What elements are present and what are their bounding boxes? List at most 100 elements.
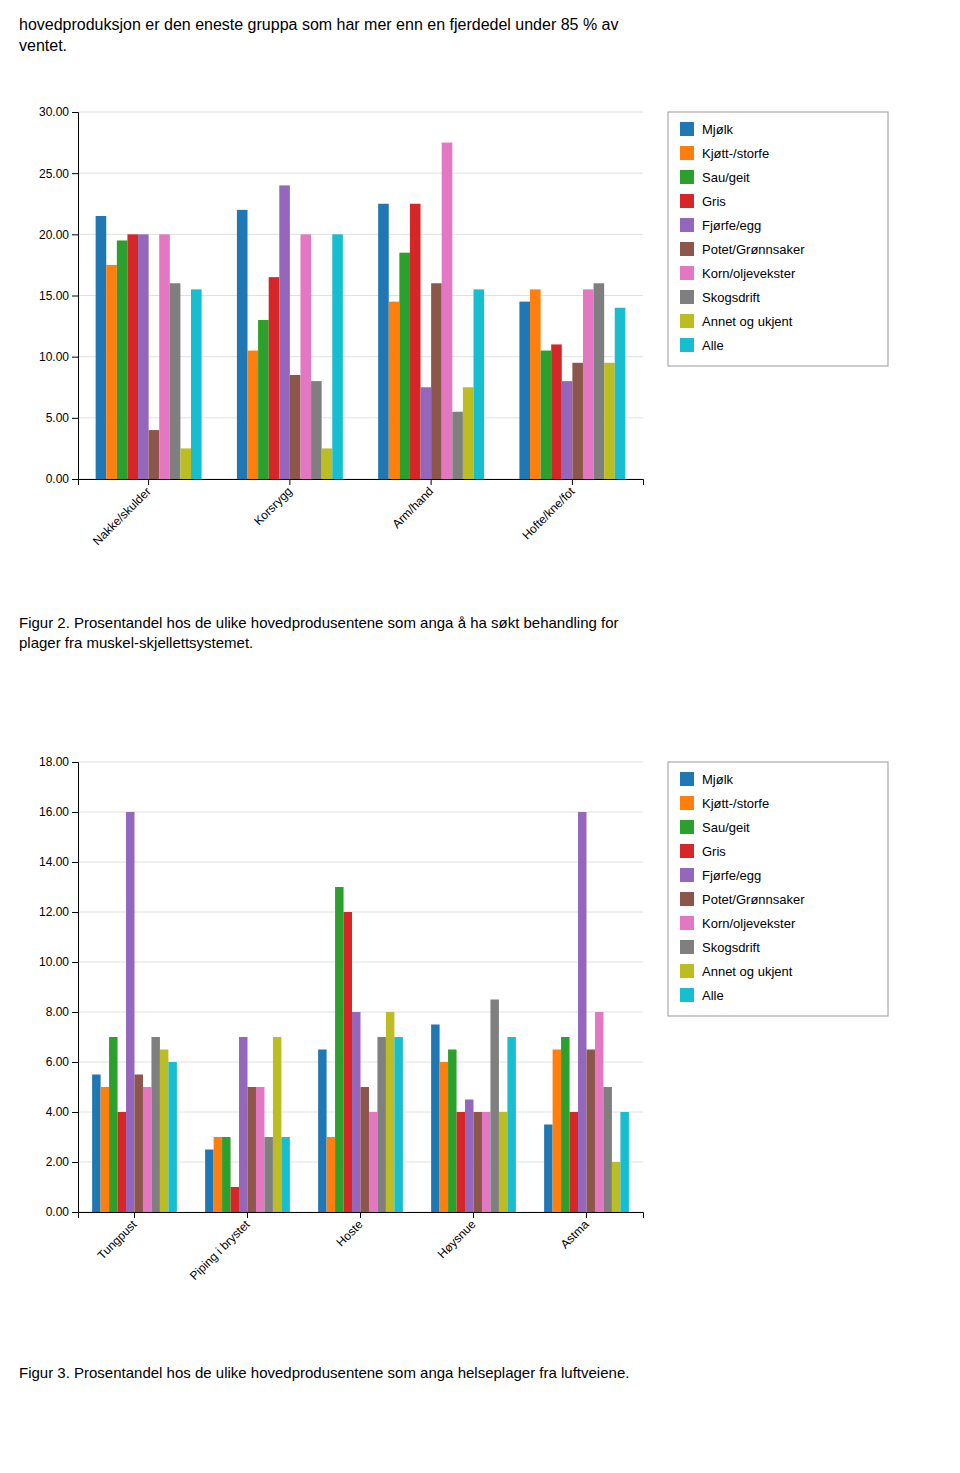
bar xyxy=(149,430,160,479)
tick: 25.00 xyxy=(39,167,78,181)
tick-mark xyxy=(72,479,78,480)
legend-label: Alle xyxy=(702,338,724,353)
bar xyxy=(583,289,594,479)
tick-mark xyxy=(72,1112,78,1113)
legend-swatch xyxy=(680,964,694,978)
legend-label: Korn/oljevekster xyxy=(702,266,796,281)
bar xyxy=(335,887,343,1212)
legend-item: Korn/oljevekster xyxy=(680,916,796,931)
legend-swatch xyxy=(680,122,694,136)
tick-label: 15.00 xyxy=(39,289,69,303)
bar xyxy=(117,240,128,479)
legend-label: Mjølk xyxy=(702,122,734,137)
legend-label: Kjøtt-/storfe xyxy=(702,796,769,811)
bar xyxy=(482,1112,490,1212)
legend-label: Potet/Grønnsaker xyxy=(702,242,805,257)
grid-line xyxy=(78,762,643,763)
tick-mark xyxy=(572,479,573,485)
tick: Korsrygg xyxy=(251,479,295,528)
legend-label: Annet og ukjent xyxy=(702,964,793,979)
annotation: hovedproduksjon er den eneste gruppa som… xyxy=(19,16,619,54)
bar xyxy=(587,1050,595,1213)
legend-label: Annet og ukjent xyxy=(702,314,793,329)
grid xyxy=(78,762,643,1212)
legend-swatch xyxy=(680,892,694,906)
legend-label: Sau/geit xyxy=(702,170,750,185)
chart: hovedproduksjon er den eneste gruppa som… xyxy=(19,16,888,651)
tick-label: Hoste xyxy=(334,1217,366,1249)
legend-swatch xyxy=(680,218,694,232)
legend-item: Fjørfe/egg xyxy=(680,868,761,883)
bar xyxy=(378,204,389,479)
bar xyxy=(421,387,432,479)
legend-item: Fjørfe/egg xyxy=(680,218,761,233)
tick-label: Astma xyxy=(558,1217,592,1251)
legend-item: Mjølk xyxy=(680,772,734,787)
bar xyxy=(377,1037,385,1212)
x-axis: TungpustPiping i brystetHosteHøysnueAstm… xyxy=(79,1212,644,1283)
legend-label: Skogsdrift xyxy=(702,940,760,955)
bar xyxy=(465,1100,473,1213)
bar xyxy=(431,1025,439,1213)
bar xyxy=(279,185,290,479)
bar xyxy=(248,1087,256,1212)
bar xyxy=(530,289,541,479)
bar xyxy=(463,387,474,479)
text-line: Figur 3. Prosentandel hos de ulike hoved… xyxy=(19,1364,629,1381)
tick: 6.00 xyxy=(46,1055,78,1069)
grid-line xyxy=(78,173,643,174)
bar xyxy=(394,1037,402,1212)
legend-swatch xyxy=(680,194,694,208)
legend-label: Fjørfe/egg xyxy=(702,218,761,233)
bar xyxy=(578,812,586,1212)
text-line: hovedproduksjon er den eneste gruppa som… xyxy=(19,16,619,33)
legend-swatch xyxy=(680,916,694,930)
bar xyxy=(452,412,463,479)
bar xyxy=(237,210,248,479)
tick-mark xyxy=(72,1012,78,1013)
legend-box xyxy=(668,112,888,366)
bar xyxy=(570,1112,578,1212)
tick: Piping i brystet xyxy=(187,1212,253,1283)
bar xyxy=(256,1087,264,1212)
bar xyxy=(191,289,202,479)
tick: 14.00 xyxy=(39,855,78,869)
legend-label: Mjølk xyxy=(702,772,734,787)
tick-label: 4.00 xyxy=(46,1105,70,1119)
legend-item: Korn/oljevekster xyxy=(680,266,796,281)
bar xyxy=(159,234,170,479)
tick: Hoste xyxy=(334,1212,366,1249)
bar xyxy=(109,1037,117,1212)
bar xyxy=(168,1062,176,1212)
legend-swatch xyxy=(680,242,694,256)
tick-label: 20.00 xyxy=(39,228,69,242)
bar xyxy=(604,363,615,479)
legend-label: Gris xyxy=(702,194,726,209)
bar xyxy=(332,234,343,479)
bar xyxy=(269,277,280,479)
bar xyxy=(553,1050,561,1213)
y-axis: 0.002.004.006.008.0010.0012.0014.0016.00… xyxy=(39,755,79,1219)
legend-label: Kjøtt-/storfe xyxy=(702,146,769,161)
legend-label: Fjørfe/egg xyxy=(702,868,761,883)
bar xyxy=(151,1037,159,1212)
bar xyxy=(352,1012,360,1212)
bar xyxy=(281,1137,289,1212)
tick-label: 8.00 xyxy=(46,1005,70,1019)
bar xyxy=(410,204,421,479)
bar xyxy=(519,302,530,479)
legend-item: Annet og ukjent xyxy=(680,314,793,329)
legend-swatch xyxy=(680,146,694,160)
bar xyxy=(327,1137,335,1212)
tick-label: 0.00 xyxy=(46,472,70,486)
tick: 18.00 xyxy=(39,755,78,769)
tick: 2.00 xyxy=(46,1155,78,1169)
legend-swatch xyxy=(680,338,694,352)
tick: Arm/hand xyxy=(390,479,437,531)
bar xyxy=(474,1112,482,1212)
tick: Hofte/kne/fot xyxy=(519,479,577,542)
legend-swatch xyxy=(680,772,694,786)
bar xyxy=(399,253,410,479)
bar xyxy=(594,283,605,479)
bar xyxy=(595,1012,603,1212)
